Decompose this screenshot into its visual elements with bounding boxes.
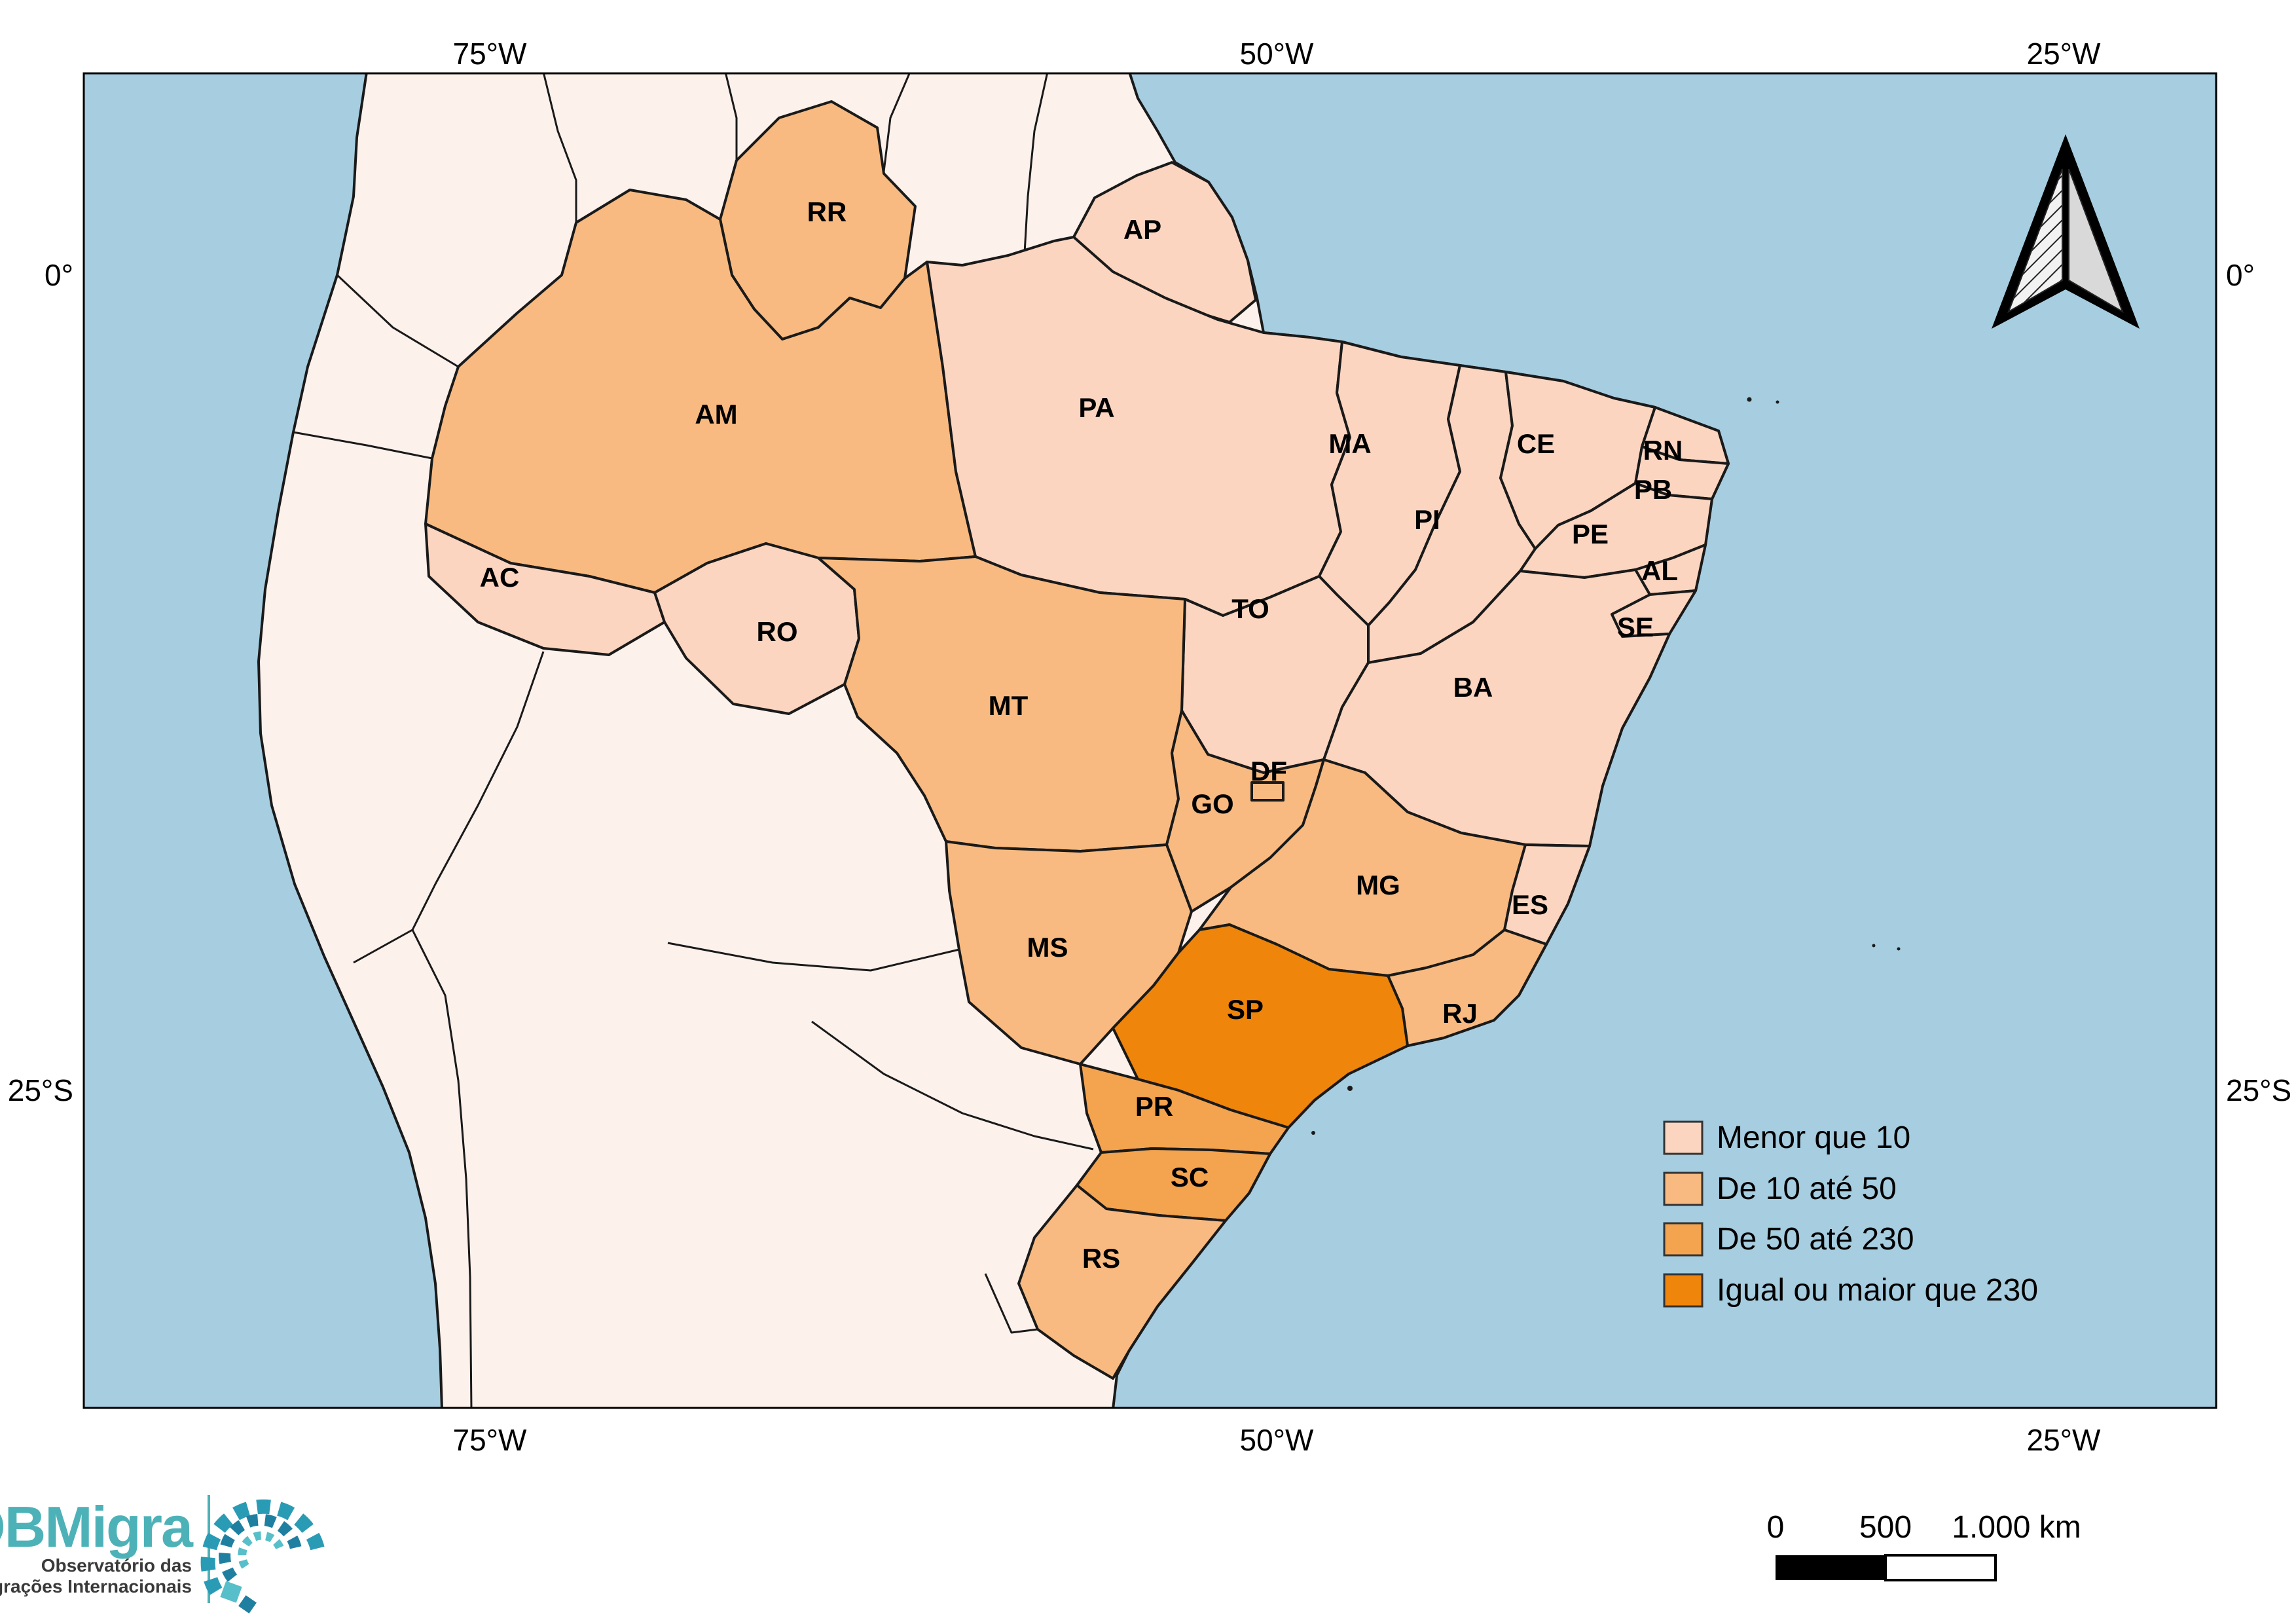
border-peru-bolivia	[353, 651, 545, 964]
state-label-ES: ES	[1512, 889, 1548, 920]
state-DF	[1250, 781, 1285, 802]
state-label-AL: AL	[1641, 555, 1678, 586]
state-label-PI: PI	[1414, 504, 1440, 535]
state-SP	[1112, 923, 1409, 1129]
island-dot	[1747, 397, 1752, 402]
lat-label-right-0: 0°	[2226, 258, 2255, 292]
state-label-PA: PA	[1078, 392, 1114, 423]
scale-label-0: 0	[1767, 1510, 1785, 1545]
state-label-AP: AP	[1123, 214, 1161, 245]
scale-bar-black-segment	[1776, 1555, 1886, 1580]
island-dot	[1347, 1086, 1353, 1091]
state-label-GO: GO	[1191, 788, 1233, 819]
border-ecuador-peru	[293, 431, 433, 460]
state-label-RN: RN	[1643, 435, 1683, 466]
obmigra-logo: OBMigra Observatório das Migrações Inter…	[0, 1494, 325, 1614]
state-label-MT: MT	[989, 690, 1029, 721]
obmigra-subtitle-line1: Observatório das	[41, 1555, 192, 1576]
state-label-SE: SE	[1617, 612, 1654, 642]
legend-label-2: De 10 até 50	[1717, 1172, 1897, 1206]
state-label-BA: BA	[1453, 672, 1493, 703]
lon-label-top-25w: 25°W	[2027, 37, 2102, 71]
state-label-PE: PE	[1572, 519, 1609, 549]
border-chile-argentina	[411, 929, 473, 1408]
lat-label-left-25s: 25°S	[8, 1073, 73, 1107]
state-label-SP: SP	[1227, 994, 1264, 1025]
map-area: RR AP AM PA MA CE RN PB PE AL SE PI TO B…	[82, 72, 2217, 1409]
border-colombia-ecuador	[336, 274, 459, 368]
lat-label-left-0: 0°	[45, 258, 73, 292]
island-dot	[1776, 400, 1779, 404]
scale-bar-white-segment	[1884, 1554, 1997, 1581]
legend-label-3: De 50 até 230	[1717, 1222, 1914, 1257]
state-label-CE: CE	[1517, 428, 1555, 459]
state-AC	[424, 523, 666, 656]
scale-label-500: 500	[1859, 1510, 1912, 1545]
legend-label-4: Igual ou maior que 230	[1717, 1273, 2038, 1308]
border-paraguay-argentina	[811, 1020, 1094, 1151]
graticule-labels: 75°W 50°W 25°W 75°W 50°W 25°W 0° 25°S 0°…	[8, 37, 2292, 1457]
border-bolivia-paraguay	[667, 942, 960, 972]
island-dot	[1311, 1131, 1315, 1135]
border-suriname-guiana	[1023, 73, 1049, 253]
scale-bar: 0 500 1.000 km	[1767, 1510, 2081, 1581]
north-arrow-right-gray	[2068, 168, 2124, 314]
lon-label-top-75w: 75°W	[453, 37, 528, 71]
legend: Menor que 10 De 10 até 50 De 50 até 230 …	[1663, 1120, 2038, 1308]
state-label-AC: AC	[480, 562, 520, 593]
lon-label-bottom-75w: 75°W	[453, 1423, 528, 1457]
state-label-DF: DF	[1250, 756, 1287, 786]
state-label-PB: PB	[1634, 474, 1672, 505]
island-dot	[1872, 944, 1876, 948]
lat-label-right-25s: 25°S	[2226, 1073, 2291, 1107]
obmigra-brand-text: OBMigra	[0, 1494, 194, 1559]
state-label-MG: MG	[1356, 870, 1400, 900]
border-guyana-suriname	[883, 73, 911, 172]
legend-swatch-1	[1663, 1120, 1704, 1155]
border-venezuela-colombia	[542, 73, 577, 223]
legend-label-1: Menor que 10	[1717, 1120, 1910, 1155]
state-label-TO: TO	[1231, 593, 1269, 624]
map-frame-border	[82, 72, 2217, 1409]
north-arrow-icon	[1992, 134, 2140, 329]
border-guyana-venezuela	[724, 73, 738, 160]
state-label-SC: SC	[1171, 1162, 1209, 1192]
state-label-PR: PR	[1135, 1091, 1173, 1122]
lon-label-bottom-50w: 50°W	[1240, 1423, 1315, 1457]
state-RS	[1017, 1184, 1227, 1380]
border-argentina-uruguay	[984, 1273, 1038, 1334]
legend-swatch-3	[1663, 1222, 1704, 1257]
obmigra-subtitle-line2: Migrações Internacionais	[0, 1576, 192, 1596]
state-label-RO: RO	[757, 616, 798, 647]
state-label-MA: MA	[1328, 428, 1371, 459]
state-label-AM: AM	[695, 399, 737, 430]
state-label-RR: RR	[807, 196, 847, 227]
state-label-MS: MS	[1027, 932, 1068, 963]
state-label-RJ: RJ	[1442, 998, 1478, 1029]
legend-swatch-4	[1663, 1273, 1704, 1308]
logo-spiral-icon	[200, 1499, 325, 1614]
legend-swatch-2	[1663, 1172, 1704, 1206]
lon-label-bottom-25w: 25°W	[2027, 1423, 2102, 1457]
island-dot	[1897, 947, 1901, 951]
north-arrow-left-hatched	[2007, 168, 2063, 314]
lon-label-top-50w: 50°W	[1240, 37, 1315, 71]
scale-label-1000km: 1.000 km	[1952, 1510, 2081, 1545]
state-label-RS: RS	[1082, 1243, 1120, 1274]
